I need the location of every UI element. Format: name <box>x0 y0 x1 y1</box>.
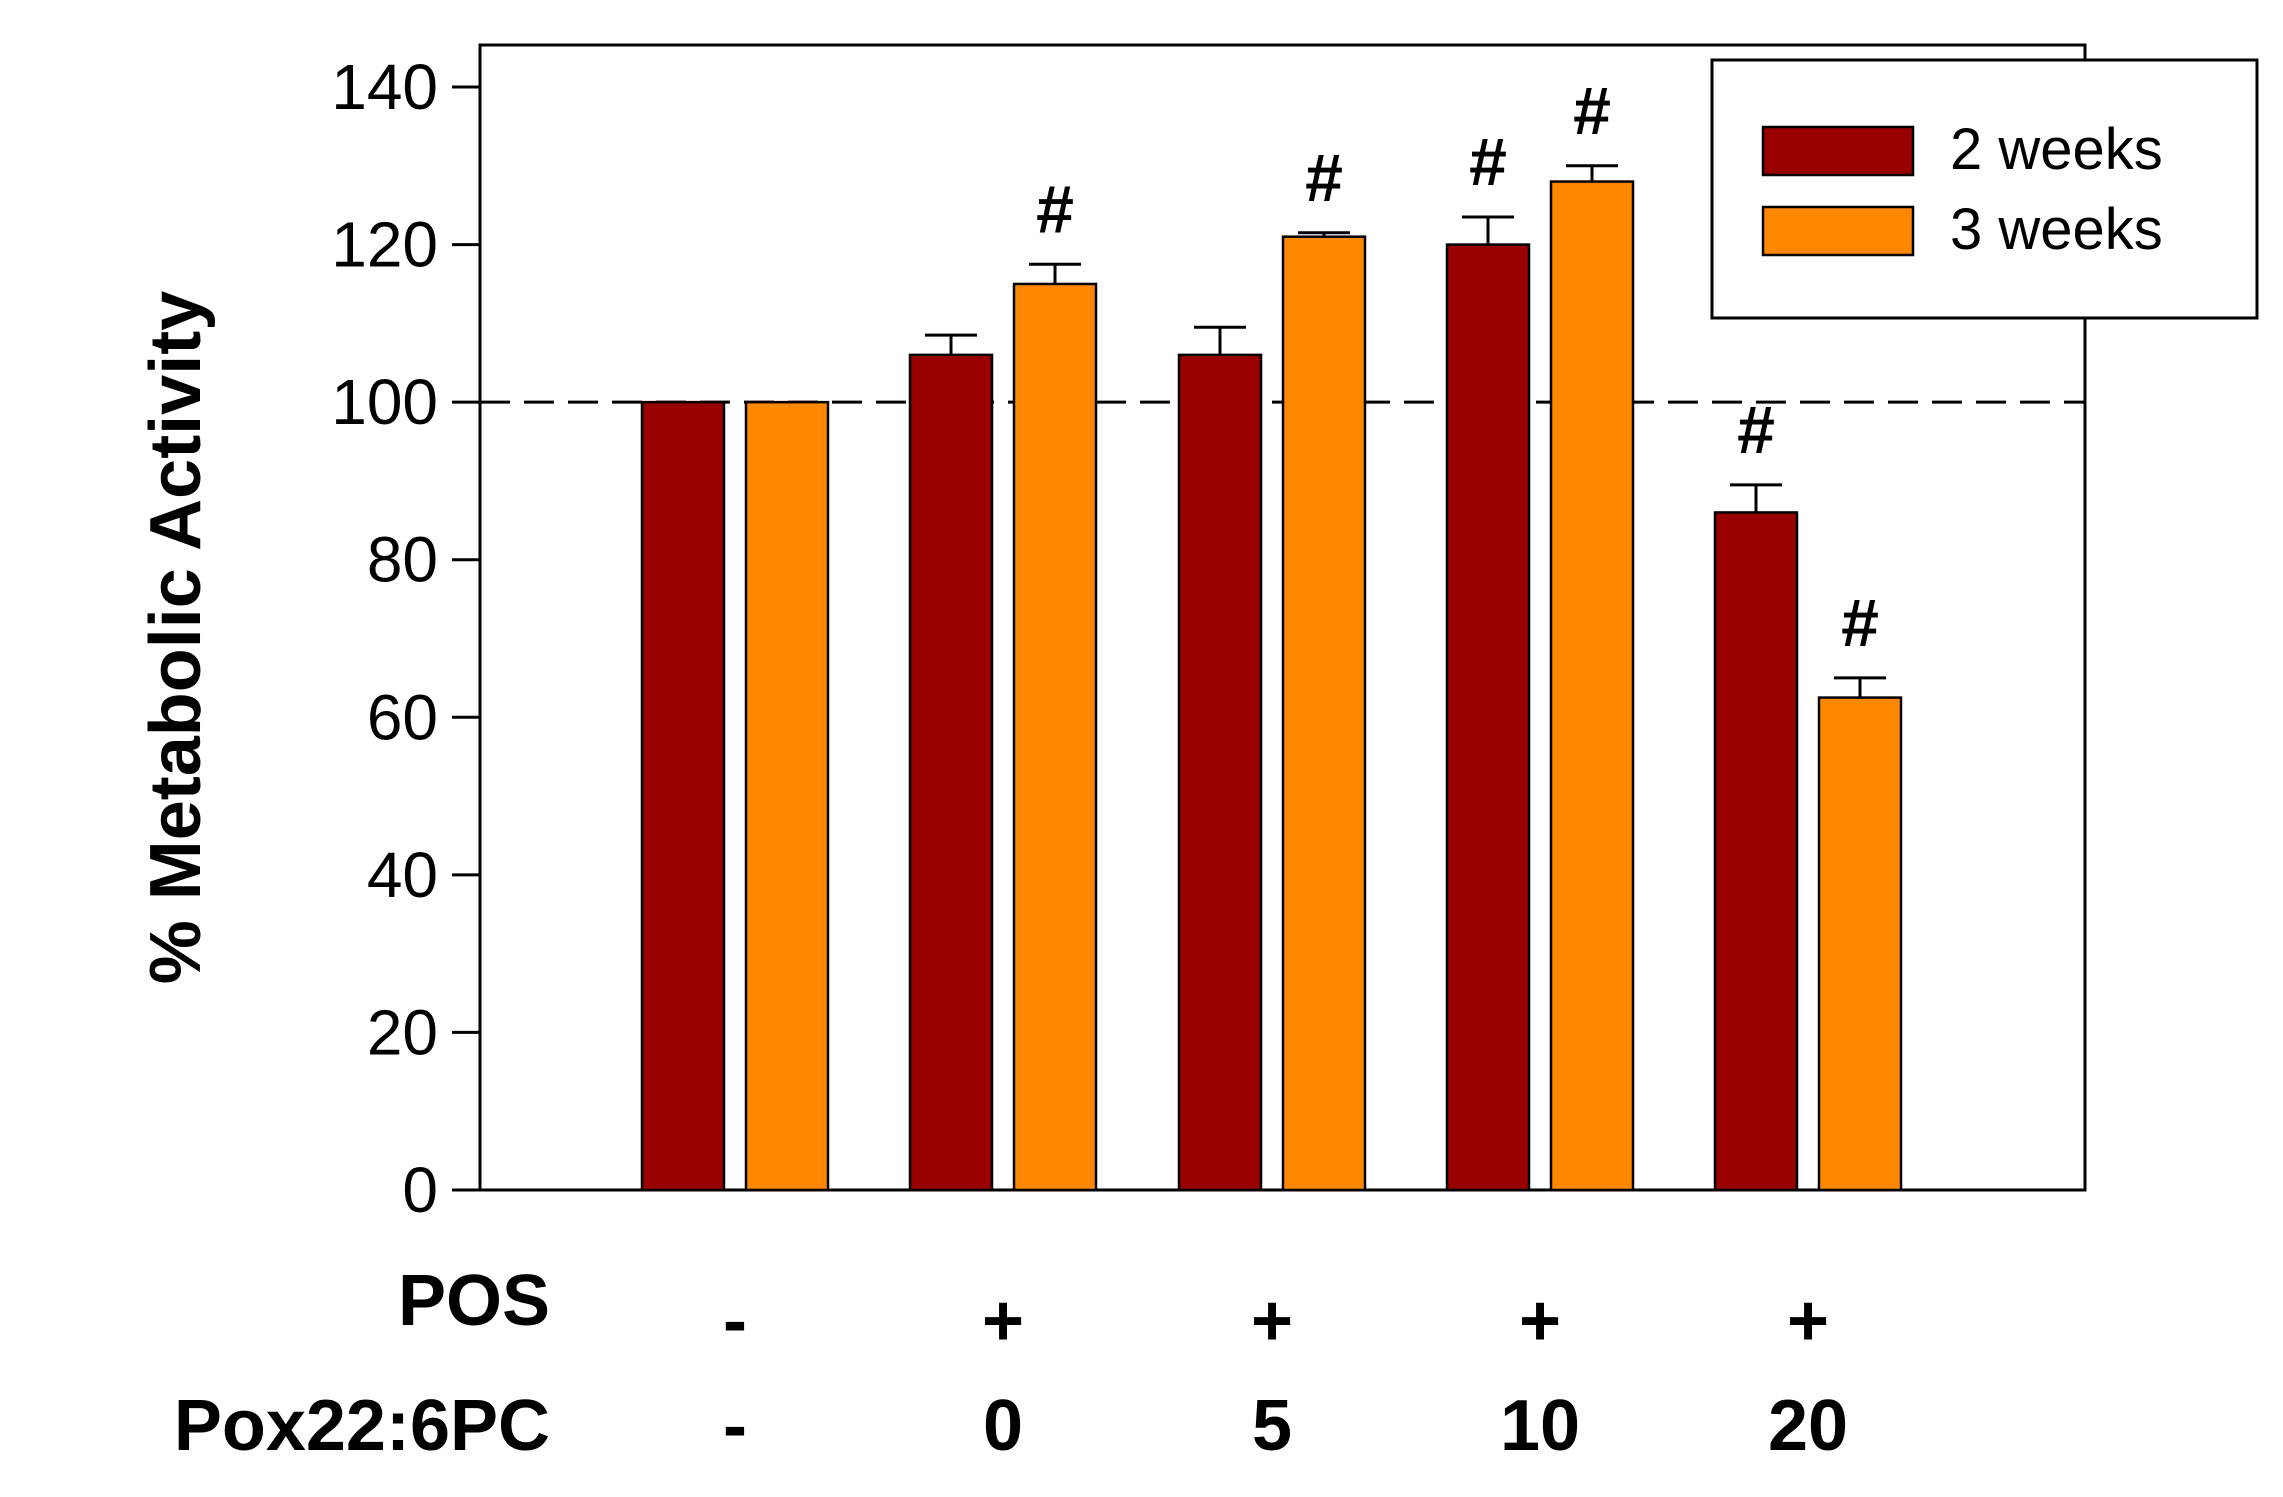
bar <box>1549 180 1635 1192</box>
pox-value: 5 <box>1252 1386 1292 1466</box>
y-tick-label: 20 <box>367 996 438 1068</box>
pox-row-label: Pox22:6PC <box>174 1386 550 1466</box>
legend: 2 weeks 3 weeks <box>1710 58 2259 320</box>
y-tick-label: 80 <box>367 524 438 596</box>
bar <box>1281 235 1367 1192</box>
legend-label: 3 weeks <box>1950 197 2163 262</box>
legend-box <box>1710 58 2259 320</box>
bar <box>1445 243 1531 1192</box>
y-tick-label: 40 <box>367 839 438 911</box>
pox-value: 20 <box>1768 1386 1848 1466</box>
y-tick-label: 0 <box>402 1154 438 1226</box>
y-tick-label: 60 <box>367 681 438 753</box>
pos-row-label: POS <box>398 1261 550 1341</box>
bar <box>1177 353 1263 1192</box>
y-axis-label: % Metabolic Activity <box>136 291 216 985</box>
pos-value: + <box>1519 1281 1561 1361</box>
pos-value: + <box>982 1281 1024 1361</box>
significance-marker: # <box>1573 73 1611 149</box>
bar <box>640 400 726 1192</box>
pos-value: + <box>1251 1281 1293 1361</box>
bar <box>1012 282 1098 1192</box>
significance-marker: # <box>1036 171 1074 247</box>
y-axis: 0 20 40 60 80 100 120 140 <box>331 51 480 1226</box>
y-tick-label: 100 <box>331 366 438 438</box>
significance-marker: # <box>1737 392 1775 468</box>
legend-swatch <box>1761 205 1915 257</box>
pos-value: + <box>1787 1281 1829 1361</box>
significance-marker: # <box>1469 124 1507 200</box>
x-row-labels: POS Pox22:6PC - - +0 +5 +10 +20 <box>174 1261 1848 1466</box>
y-tick-label: 140 <box>331 51 438 123</box>
legend-swatch <box>1761 125 1915 177</box>
bar <box>908 353 994 1192</box>
significance-marker: # <box>1841 585 1879 661</box>
y-tick-label: 120 <box>331 209 438 281</box>
pox-value: - <box>723 1386 747 1466</box>
bars: # # # # # # <box>640 73 1903 1192</box>
significance-marker: # <box>1305 140 1343 216</box>
pos-value: - <box>723 1281 747 1361</box>
legend-label: 2 weeks <box>1950 117 2163 182</box>
bar <box>1817 696 1903 1192</box>
pox-value: 10 <box>1500 1386 1580 1466</box>
pox-value: 0 <box>983 1386 1023 1466</box>
bar <box>1713 511 1799 1192</box>
bar <box>744 400 830 1192</box>
